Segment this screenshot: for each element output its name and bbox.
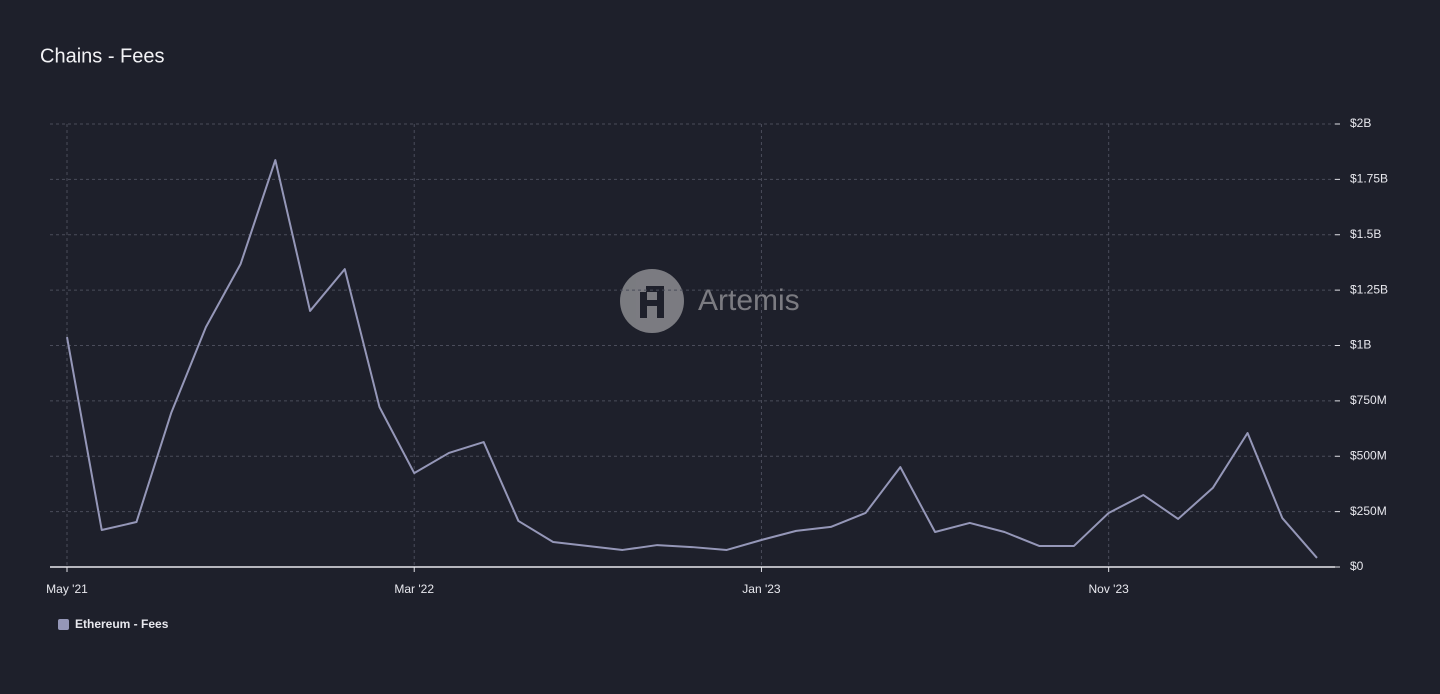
watermark-logo-glyph [640,286,664,318]
x-tick-label: May '21 [46,582,88,596]
legend[interactable]: Ethereum - Fees [58,617,169,631]
y-tick-label: $1B [1350,338,1371,352]
watermark: Artemis [620,269,800,333]
y-tick-label: $1.25B [1350,282,1388,296]
watermark-text: Artemis [698,284,800,317]
legend-swatch [58,619,69,630]
x-tick-label: Jan '23 [742,582,781,596]
y-tick-label: $500M [1350,448,1387,462]
x-tick-label: Mar '22 [394,582,434,596]
legend-label[interactable]: Ethereum - Fees [75,617,169,631]
y-tick-label: $0 [1350,559,1364,573]
y-tick-label: $250M [1350,504,1387,518]
y-tick-label: $750M [1350,393,1387,407]
x-tick-label: Nov '23 [1089,582,1130,596]
series-line [66,159,1318,559]
y-tick-label: $1.5B [1350,227,1381,241]
chart-title: Chains - Fees [40,45,165,67]
y-tick-label: $2B [1350,116,1371,130]
y-tick-label: $1.75B [1350,172,1388,186]
